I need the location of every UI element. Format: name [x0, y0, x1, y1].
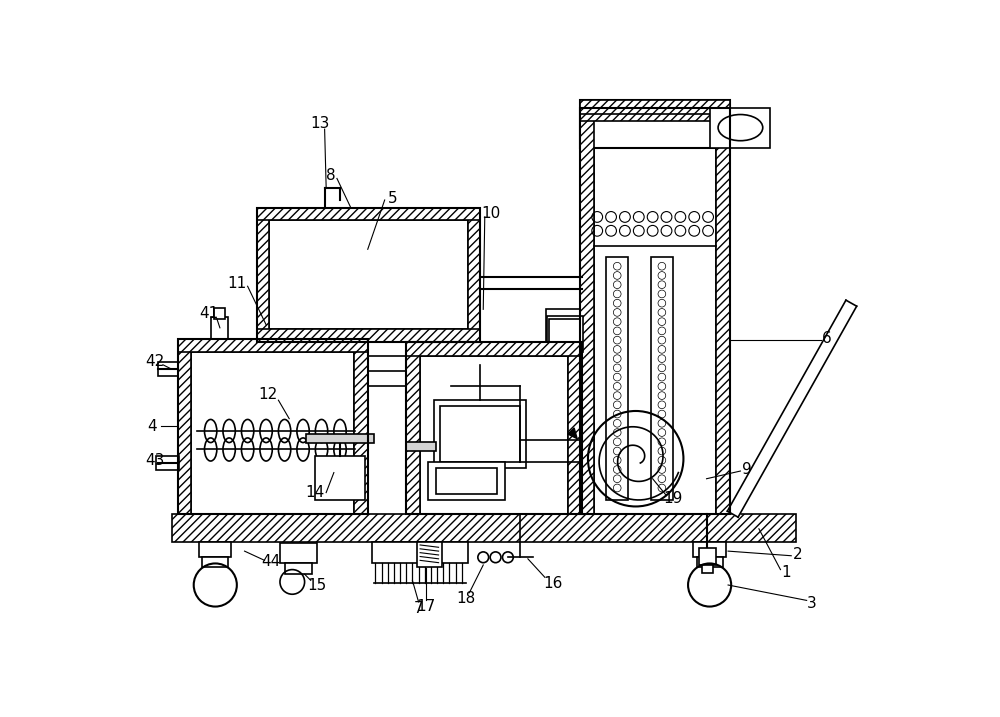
Text: 9: 9	[742, 462, 751, 477]
Text: 14: 14	[306, 485, 325, 500]
Text: 4: 4	[147, 419, 157, 434]
Bar	[406, 342, 420, 514]
Bar	[693, 542, 726, 557]
Text: 5: 5	[388, 191, 397, 206]
Text: 15: 15	[307, 577, 327, 592]
Bar	[280, 543, 317, 564]
Bar	[417, 542, 442, 566]
Bar	[468, 208, 480, 342]
Bar	[315, 455, 365, 500]
Bar	[191, 353, 354, 514]
Text: 2: 2	[793, 546, 802, 561]
Text: 18: 18	[457, 592, 476, 607]
Bar	[214, 308, 225, 318]
Bar	[710, 108, 770, 148]
Text: 6: 6	[822, 331, 832, 346]
Bar	[257, 208, 480, 220]
Text: 12: 12	[258, 386, 277, 402]
Text: 17: 17	[417, 599, 436, 614]
Bar	[434, 400, 526, 468]
Polygon shape	[568, 428, 577, 439]
Bar	[568, 342, 582, 514]
Bar	[699, 548, 716, 565]
Bar	[702, 565, 713, 573]
Text: 3: 3	[806, 596, 816, 611]
Bar	[549, 318, 580, 349]
Text: 16: 16	[543, 576, 562, 591]
Bar	[199, 542, 231, 557]
Bar	[580, 108, 730, 514]
Text: 13: 13	[310, 115, 330, 130]
Bar	[406, 342, 582, 514]
Text: 19: 19	[663, 491, 682, 506]
Text: 43: 43	[146, 452, 165, 467]
Bar	[269, 220, 468, 329]
Bar	[594, 121, 716, 514]
Bar	[178, 338, 368, 514]
Bar	[306, 434, 374, 443]
Text: 11: 11	[227, 275, 246, 290]
Bar	[420, 356, 568, 514]
Bar	[580, 108, 594, 514]
Bar	[428, 462, 505, 500]
Text: 42: 42	[146, 354, 165, 369]
Bar	[606, 257, 628, 500]
Bar	[546, 309, 583, 356]
Text: 7: 7	[414, 601, 423, 616]
Bar	[406, 442, 436, 451]
Bar	[211, 317, 228, 338]
Text: 41: 41	[199, 306, 219, 321]
Bar	[257, 208, 480, 342]
Bar	[580, 100, 730, 148]
Bar	[178, 338, 368, 353]
Bar	[580, 108, 730, 121]
Bar	[354, 338, 368, 514]
Bar	[440, 407, 520, 462]
Bar	[178, 338, 191, 514]
Bar	[156, 455, 179, 470]
Text: 8: 8	[326, 168, 336, 183]
Bar	[372, 542, 468, 564]
Bar	[158, 361, 178, 376]
Text: 1: 1	[782, 565, 791, 580]
Bar	[285, 564, 312, 574]
Polygon shape	[727, 300, 857, 517]
Bar	[716, 108, 730, 514]
Bar	[697, 557, 723, 566]
Bar	[172, 514, 796, 542]
Bar	[257, 208, 269, 342]
Bar	[406, 342, 582, 356]
Bar	[202, 557, 228, 566]
Text: 44: 44	[261, 554, 280, 569]
Bar	[651, 257, 673, 500]
Bar	[436, 468, 497, 494]
Bar	[257, 329, 480, 342]
Bar	[580, 100, 730, 114]
Text: 10: 10	[481, 206, 501, 222]
Bar	[547, 315, 583, 353]
